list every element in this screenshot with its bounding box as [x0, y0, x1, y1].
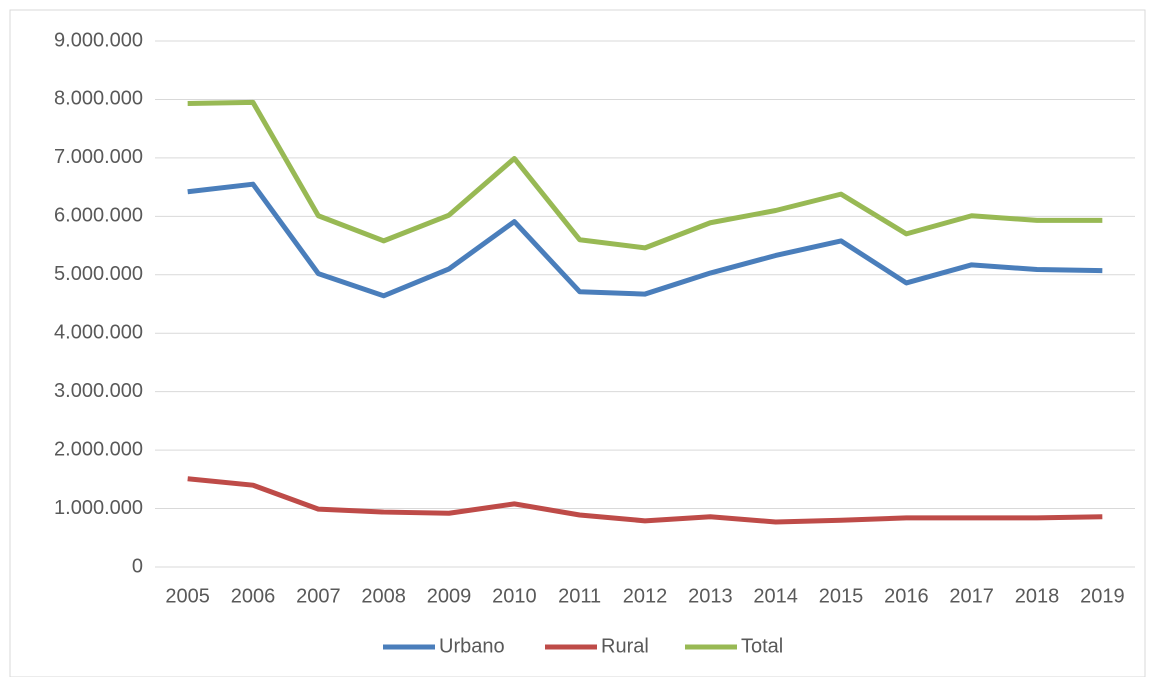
- x-tick-label: 2010: [492, 585, 537, 607]
- x-tick-label: 2018: [1015, 585, 1060, 607]
- y-tick-label: 9.000.000: [54, 29, 143, 51]
- x-tick-label: 2016: [884, 585, 929, 607]
- x-tick-label: 2015: [819, 585, 864, 607]
- legend-label: Total: [741, 635, 783, 657]
- x-tick-label: 2007: [296, 585, 341, 607]
- x-tick-label: 2011: [558, 585, 601, 607]
- y-tick-label: 3.000.000: [54, 380, 143, 402]
- series-line: [187, 181, 1103, 299]
- x-tick-label: 2017: [949, 585, 994, 607]
- x-tick-label: 2013: [688, 585, 733, 607]
- y-tick-label: 7.000.000: [54, 146, 143, 168]
- y-tick-label: 5.000.000: [54, 263, 143, 285]
- legend-label: Rural: [601, 635, 649, 657]
- y-tick-label: 1.000.000: [54, 497, 143, 519]
- series-line: [187, 476, 1103, 525]
- x-tick-label: 2019: [1080, 585, 1125, 607]
- y-tick-label: 2.000.000: [54, 438, 143, 460]
- x-tick-label: 2008: [361, 585, 406, 607]
- x-tick-label: 2009: [427, 585, 472, 607]
- y-tick-label: 0: [132, 555, 143, 577]
- x-tick-label: 2012: [623, 585, 668, 607]
- x-tick-label: 2014: [753, 585, 798, 607]
- y-tick-label: 4.000.000: [54, 322, 143, 344]
- chart-frame: [9, 9, 1146, 677]
- series-line: [187, 99, 1103, 251]
- x-tick-label: 2006: [231, 585, 276, 607]
- legend-label: Urbano: [439, 635, 505, 657]
- y-tick-label: 8.000.000: [54, 88, 143, 110]
- y-tick-label: 6.000.000: [54, 205, 143, 227]
- x-tick-label: 2005: [165, 585, 210, 607]
